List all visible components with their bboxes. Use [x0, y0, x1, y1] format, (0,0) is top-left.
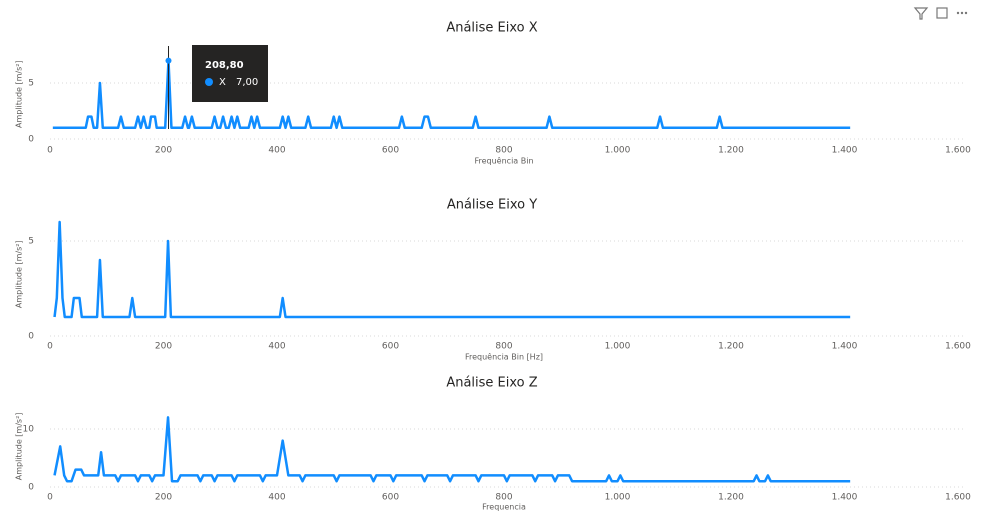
tooltip-legend-dot: [205, 78, 213, 86]
x-tick-label: 600: [382, 342, 399, 352]
y-tick-label: 5: [28, 79, 34, 89]
x-tick-label: 600: [382, 146, 399, 156]
visual-header-icons[interactable]: [913, 7, 968, 20]
more-options-icon[interactable]: [956, 11, 968, 15]
x-axis-title: Frequencia: [482, 503, 526, 511]
x-tick-label: 200: [155, 493, 172, 503]
x-tick-label: 200: [155, 342, 172, 352]
tooltip-series: X: [219, 77, 226, 88]
x-tick-label: 800: [495, 493, 512, 503]
x-tick-label: 1.200: [718, 493, 744, 503]
x-axis-title: Frequência Bin: [474, 156, 533, 166]
chart-title: Análise Eixo Y: [447, 198, 537, 213]
y-tick-label: 5: [28, 237, 34, 247]
hover-dot: [165, 57, 172, 64]
x-tick-label: 1.000: [605, 146, 631, 156]
x-tick-label: 400: [268, 146, 285, 156]
tooltip-x-value: 208,80: [205, 60, 244, 71]
x-tick-label: 1.600: [945, 146, 971, 156]
x-tick-label: 1.600: [945, 493, 971, 503]
x-tick-label: 0: [47, 493, 53, 503]
tooltip: 208,80 X 7,00: [192, 45, 268, 102]
y-tick-label: 10: [23, 425, 35, 435]
data-line: [52, 59, 851, 130]
x-tick-label: 0: [47, 146, 53, 156]
x-tick-label: 600: [382, 493, 399, 503]
chart-title: Análise Eixo Z: [446, 376, 537, 391]
filter-icon[interactable]: [913, 7, 929, 20]
x-tick-label: 400: [268, 493, 285, 503]
x-tick-label: 1.400: [832, 146, 858, 156]
chart-title: Análise Eixo X: [446, 21, 537, 36]
tooltip-value: 7,00: [236, 77, 258, 88]
x-tick-label: 1.200: [718, 342, 744, 352]
x-tick-label: 1.400: [832, 493, 858, 503]
x-tick-label: 1.000: [605, 493, 631, 503]
y-tick-label: 0: [28, 332, 34, 342]
focus-icon[interactable]: [936, 7, 948, 19]
y-tick-label: 0: [28, 135, 34, 145]
x-tick-label: 400: [268, 342, 285, 352]
x-tick-label: 200: [155, 146, 172, 156]
y-axis-title: Amplitude [m/s²]: [15, 240, 24, 308]
y-axis-title: Amplitude [m/s²]: [15, 413, 24, 481]
x-tick-label: 1.400: [832, 342, 858, 352]
tooltip-box: [192, 45, 268, 102]
x-tick-label: 1.200: [718, 146, 744, 156]
y-axis-title: Amplitude [m/s²]: [15, 60, 24, 128]
data-line: [53, 416, 851, 483]
x-tick-label: 800: [495, 146, 512, 156]
y-tick-label: 0: [28, 483, 34, 493]
data-line: [53, 220, 851, 319]
x-tick-label: 800: [495, 342, 512, 352]
x-tick-label: 0: [47, 342, 53, 352]
x-axis-title: Frequência Bin [Hz]: [465, 352, 543, 362]
x-tick-label: 1.000: [605, 342, 631, 352]
x-tick-label: 1.600: [945, 342, 971, 352]
